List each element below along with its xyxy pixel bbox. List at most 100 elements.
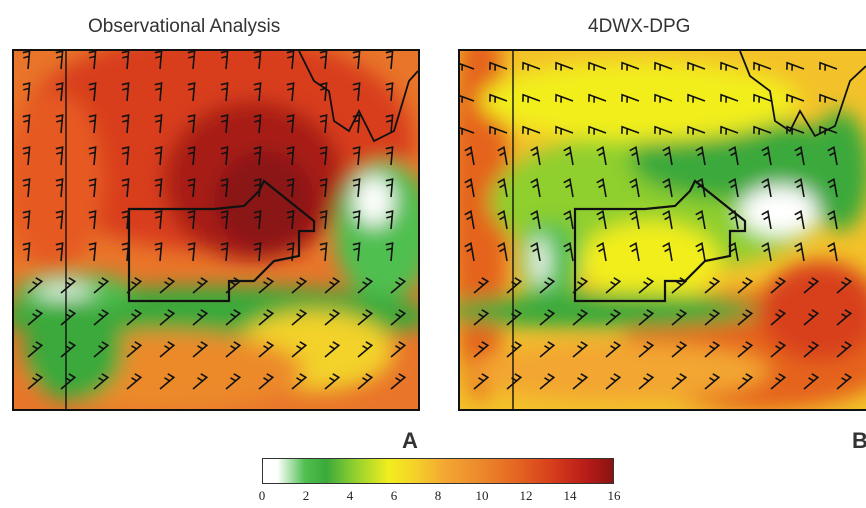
wind-barb xyxy=(539,373,556,390)
wind-barb xyxy=(22,178,31,198)
colorbar-tick-label: 0 xyxy=(258,488,266,503)
wind-barb xyxy=(497,210,508,230)
wind-barb xyxy=(88,242,97,262)
wind-barb xyxy=(121,82,130,102)
wind-barb xyxy=(563,178,574,198)
wind-barb xyxy=(695,210,706,230)
wind-barb xyxy=(638,277,655,294)
wind-barb xyxy=(55,51,64,70)
wind-barb xyxy=(803,309,820,326)
wind-barb xyxy=(324,277,341,294)
wind-barb xyxy=(555,61,574,71)
wind-barb xyxy=(390,373,407,390)
wind-barb xyxy=(761,210,772,230)
wind-barb xyxy=(385,242,394,262)
wind-barb xyxy=(22,242,31,262)
panel-a-title: Observational Analysis xyxy=(88,16,281,37)
wind-barb xyxy=(385,82,394,102)
wind-barb xyxy=(638,341,655,358)
colorbar-tick-label: 14 xyxy=(563,488,577,503)
wind-barb xyxy=(695,146,706,166)
wind-barb xyxy=(225,341,242,358)
wind-barb xyxy=(522,125,541,135)
wind-barb xyxy=(220,146,229,166)
colorbar-tick-label: 12 xyxy=(519,488,533,503)
wind-barb xyxy=(126,277,143,294)
wind-barb xyxy=(497,178,508,198)
wind-barb xyxy=(761,242,772,262)
panel-a-map xyxy=(12,49,420,411)
wind-barb xyxy=(154,146,163,166)
wind-barb xyxy=(588,93,607,103)
wind-barb xyxy=(704,373,721,390)
wind-barb xyxy=(539,341,556,358)
wind-barb xyxy=(154,82,163,102)
wind-barb xyxy=(22,210,31,230)
wind-barb xyxy=(506,341,523,358)
wind-barb xyxy=(827,210,838,230)
wind-barb xyxy=(258,309,275,326)
wind-barb xyxy=(522,61,541,71)
wind-barb xyxy=(187,114,196,134)
wind-barb xyxy=(192,277,209,294)
wind-barb xyxy=(596,210,607,230)
wind-barb xyxy=(258,277,275,294)
wind-barb xyxy=(596,146,607,166)
wind-speed-colorbar xyxy=(262,458,614,484)
wind-barb xyxy=(121,146,130,166)
wind-barb xyxy=(638,373,655,390)
wind-barb xyxy=(324,341,341,358)
wind-barb xyxy=(770,277,787,294)
wind-barb xyxy=(291,277,308,294)
wind-barb xyxy=(253,51,262,70)
wind-barb xyxy=(187,178,196,198)
wind-barb xyxy=(827,146,838,166)
wind-barb xyxy=(761,178,772,198)
wind-barb xyxy=(319,242,328,262)
wind-barb xyxy=(220,82,229,102)
wind-barb xyxy=(704,341,721,358)
wind-barb xyxy=(319,82,328,102)
colorbar-tick-label: 6 xyxy=(390,488,398,503)
wind-barb xyxy=(385,178,394,198)
wind-barb xyxy=(27,373,44,390)
wind-barb xyxy=(121,210,130,230)
wind-barb xyxy=(761,146,772,166)
wind-barb xyxy=(662,178,673,198)
wind-barb xyxy=(220,51,229,70)
wind-barb xyxy=(460,95,475,103)
wind-barb xyxy=(753,93,772,103)
wind-barb xyxy=(225,373,242,390)
wind-barb xyxy=(220,242,229,262)
wind-barb xyxy=(352,51,361,70)
wind-barb xyxy=(728,210,739,230)
wind-barb xyxy=(506,309,523,326)
wind-barb xyxy=(654,125,673,135)
wind-barb xyxy=(530,242,541,262)
wind-barb xyxy=(390,341,407,358)
wind-barb xyxy=(605,341,622,358)
wind-barb xyxy=(187,242,196,262)
wind-barb xyxy=(126,341,143,358)
wind-barb xyxy=(530,146,541,166)
wind-barb xyxy=(93,373,110,390)
wind-barb xyxy=(121,242,130,262)
wind-barb xyxy=(770,373,787,390)
wind-barb xyxy=(489,61,508,71)
wind-barb xyxy=(159,373,176,390)
wind-barb xyxy=(253,146,262,166)
wind-barb xyxy=(605,309,622,326)
wind-barb xyxy=(555,93,574,103)
wind-barb xyxy=(704,309,721,326)
wind-barb xyxy=(220,114,229,134)
wind-barb xyxy=(253,82,262,102)
wind-barb xyxy=(794,146,805,166)
wind-barb xyxy=(225,277,242,294)
wind-barb xyxy=(352,242,361,262)
wind-barb xyxy=(88,82,97,102)
wind-barb xyxy=(737,341,754,358)
wind-barb xyxy=(827,178,838,198)
wind-barb xyxy=(605,277,622,294)
wind-barb xyxy=(460,63,475,71)
wind-barb xyxy=(638,309,655,326)
